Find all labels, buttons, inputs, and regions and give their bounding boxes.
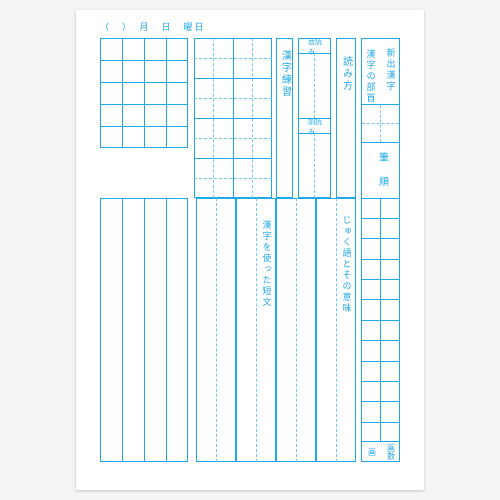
label-yomikata: 読み方 — [338, 44, 354, 104]
label-bushu: 漢字の部首 — [364, 42, 378, 110]
label-hitsujun: 筆 順 — [375, 146, 389, 194]
worksheet-sheet: （ ） 月 日 曜日 新出漢字 漢字の部首 筆 順 画数 画 読み方 — [76, 10, 424, 490]
label-kaku: 画 — [365, 444, 379, 460]
label-jukugo: じゅく語とその意味 — [340, 204, 354, 324]
label-shinshutsu: 新出漢字 — [384, 42, 398, 98]
label-tanbun: 漢字を使った短文 — [260, 204, 274, 324]
label-onyomi: 音読み — [308, 40, 322, 53]
label-kunyomi: 訓読み — [308, 120, 322, 133]
label-kakusuu: 画数 — [384, 442, 398, 462]
label-renshuu: 漢字練習 — [278, 44, 292, 104]
print-area: （ ） 月 日 曜日 新出漢字 漢字の部首 筆 順 画数 画 読み方 — [100, 38, 400, 462]
date-header: （ ） 月 日 曜日 — [100, 20, 206, 33]
